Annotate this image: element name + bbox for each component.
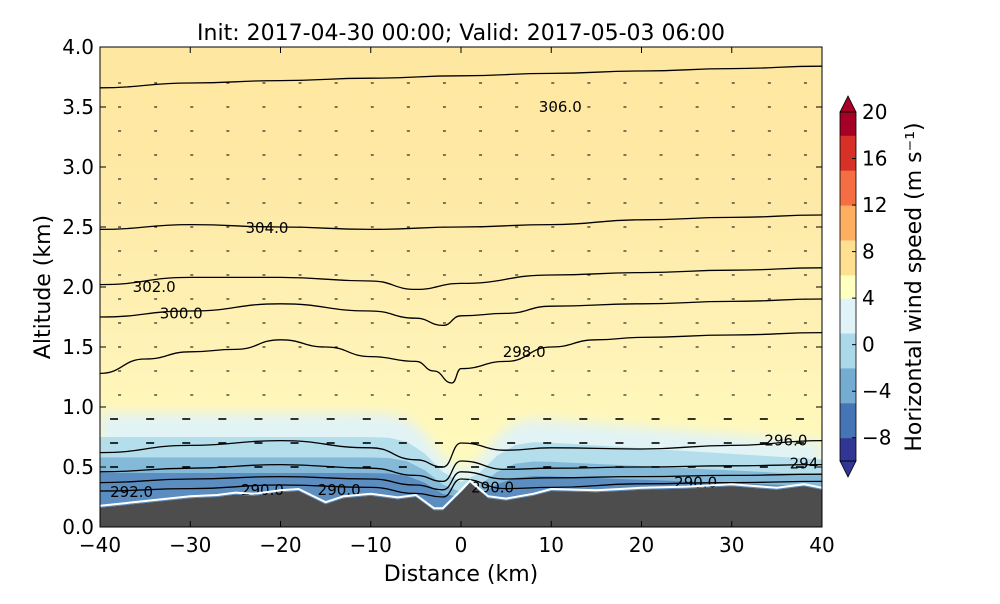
- terrain-edge: [100, 479, 822, 510]
- isentrope-306: [100, 65, 822, 89]
- colorbar-segment: [840, 274, 856, 287]
- isentrope-304: [100, 214, 822, 231]
- isentrope-290: [100, 478, 822, 498]
- contour-label: 296.0: [764, 432, 807, 450]
- colorbar-segment: [840, 263, 856, 276]
- isentrope-302: [100, 267, 822, 291]
- low-level-wind-shading: [100, 413, 822, 511]
- contour-label: 298.0: [503, 343, 546, 361]
- colorbar-segment: [840, 112, 856, 125]
- colorbar-segment: [840, 205, 856, 218]
- colorbar-segment: [840, 449, 856, 462]
- isentrope-contours: [100, 65, 822, 498]
- contour-label: 304.0: [245, 219, 288, 237]
- y-tick-label: 0.5: [62, 455, 94, 479]
- colorbar-segment: [840, 344, 856, 357]
- colorbar-tick-label: 16: [862, 147, 887, 171]
- colorbar-segment: [840, 356, 856, 369]
- x-tick-label: 20: [629, 533, 654, 557]
- contour-label: 302.0: [133, 278, 176, 296]
- colorbar-tick-label: 4: [862, 286, 875, 310]
- y-tick-label: 3.0: [62, 155, 94, 179]
- colorbar-segment: [840, 298, 856, 311]
- colorbar-segment: [840, 286, 856, 299]
- colorbar-segment: [840, 146, 856, 160]
- contour-label: 290.0: [674, 474, 717, 492]
- wind-vectors: [110, 82, 807, 468]
- y-tick-label: 4.0: [62, 35, 94, 59]
- colorbar-segment: [840, 251, 856, 264]
- colorbar-segment: [840, 216, 856, 229]
- y-tick-label: 3.5: [62, 95, 94, 119]
- x-axis: −40 −30 −20 −10 0 10 20 30 40: [79, 47, 835, 557]
- y-tick-label: 1.0: [62, 395, 94, 419]
- chart-title: Init: 2017-04-30 00:00; Valid: 2017-05-0…: [197, 21, 725, 46]
- x-tick-label: −10: [350, 533, 392, 557]
- colorbar-segment: [840, 379, 856, 392]
- colorbar-extend-max: [839, 95, 857, 113]
- x-axis-label: Distance (km): [384, 562, 539, 587]
- y-tick-label: 0.0: [62, 515, 94, 539]
- colorbar-segment: [840, 321, 856, 334]
- colorbar-segment: [840, 426, 856, 439]
- isentrope-294: [100, 460, 822, 483]
- colorbar-segment: [840, 123, 856, 136]
- x-tick-label: −40: [79, 533, 121, 557]
- x-tick-label: −30: [169, 533, 211, 557]
- y-tick-label: 2.5: [62, 215, 94, 239]
- contour-label: 300.0: [160, 304, 203, 322]
- colorbar-frame: [839, 111, 857, 462]
- contour-label: 306.0: [539, 98, 582, 116]
- wind-band: [100, 457, 822, 511]
- colorbar-tick-label: −8: [862, 426, 891, 450]
- colorbar-segment: [840, 309, 856, 322]
- isentrope-300: [100, 298, 822, 327]
- x-tick-label: 0: [455, 533, 468, 557]
- contour-label: 290.0: [318, 481, 361, 499]
- colorbar-tick-label: 12: [862, 193, 887, 217]
- colorbar-tick-label: 0: [862, 333, 875, 357]
- wind-band: [100, 473, 822, 511]
- colorbar-segment: [840, 193, 856, 206]
- x-tick-label: 10: [539, 533, 564, 557]
- terrain: [100, 482, 822, 527]
- y-tick-label: 1.5: [62, 335, 94, 359]
- colorbar: −8 −4 0 4 8 12 16 20: [839, 95, 891, 478]
- y-axis-label: Altitude (km): [31, 215, 56, 359]
- colorbar-segment: [840, 135, 856, 148]
- colorbar-segment: [840, 181, 856, 194]
- colorbar-segment: [840, 402, 856, 415]
- x-tick-label: 30: [719, 533, 744, 557]
- colorbar-segment: [840, 158, 856, 171]
- y-tick-label: 2.0: [62, 275, 94, 299]
- colorbar-segment: [840, 170, 856, 183]
- colorbar-segment: [840, 391, 856, 404]
- colorbar-label: Horizontal wind speed (m s⁻¹): [902, 122, 927, 451]
- colorbar-segment: [840, 414, 856, 427]
- contour-label: 292.0: [110, 483, 153, 501]
- contour-label: 294: [790, 454, 819, 472]
- colorbar-segment: [840, 239, 856, 253]
- x-tick-label: 40: [809, 533, 834, 557]
- colorbar-tick-label: 20: [862, 100, 887, 124]
- contour-labels: 306.0 304.0 302.0 300.0 298.0 296.0 294 292.0 29…: [110, 98, 818, 501]
- y-axis: 0.0 0.5 1.0 1.5 2.0 2.5 3.0 3.5 4.0: [62, 35, 822, 539]
- colorbar-extend-min: [839, 460, 857, 478]
- isentrope-292: [100, 471, 822, 491]
- isentrope-296: [100, 439, 822, 468]
- plot-area: 306.0 304.0 302.0 300.0 298.0 296.0 294 292.0 29…: [100, 47, 822, 527]
- colorbar-segment: [840, 333, 856, 346]
- colorbar-segment: [840, 437, 856, 450]
- colorbar-segment: [840, 228, 856, 241]
- x-tick-label: −20: [259, 533, 301, 557]
- colorbar-segment: [840, 367, 856, 381]
- colorbar-tick-label: −4: [862, 379, 891, 403]
- isentrope-298: [100, 331, 822, 384]
- colorbar-tick-label: 8: [862, 240, 875, 264]
